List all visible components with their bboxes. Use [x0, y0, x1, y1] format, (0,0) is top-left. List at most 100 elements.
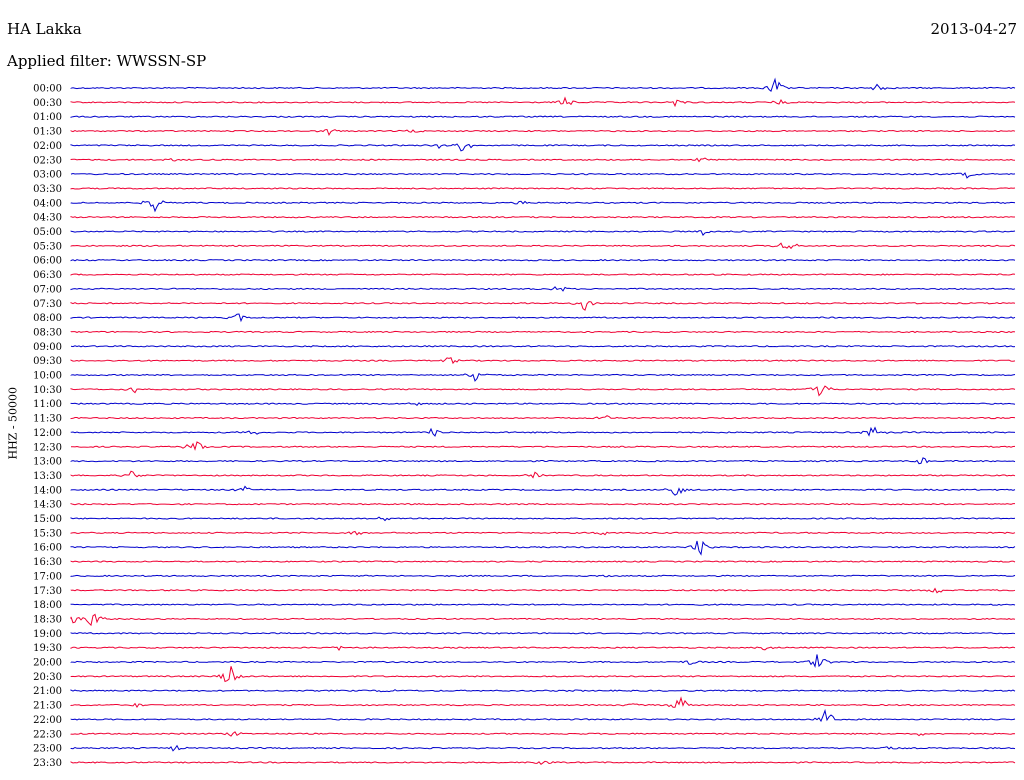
- seismic-trace: [70, 415, 1016, 420]
- row-time-label: 12:30: [33, 442, 62, 453]
- seismic-trace: [70, 96, 1016, 108]
- row-time-label: 12:00: [33, 428, 62, 439]
- seismic-trace: [70, 330, 1016, 334]
- row-time-label: 09:30: [33, 356, 62, 367]
- row-time-label: 01:30: [33, 127, 62, 138]
- row-time-label: 23:00: [33, 744, 62, 755]
- row-time-label: 13:00: [33, 457, 62, 468]
- seismic-trace: [70, 187, 1016, 190]
- row-time-label: 01:00: [33, 112, 62, 123]
- row-time-label: 22:30: [33, 729, 62, 740]
- seismic-trace: [70, 115, 1016, 118]
- row-time-label: 05:00: [33, 227, 62, 238]
- row-time-label: 18:30: [33, 614, 62, 625]
- seismic-trace: [70, 708, 1016, 723]
- seismic-trace: [70, 345, 1016, 348]
- seismic-trace: [70, 77, 1016, 92]
- seismic-trace: [70, 540, 1016, 556]
- row-time-label: 03:00: [33, 170, 62, 181]
- row-time-label: 16:30: [33, 557, 62, 568]
- seismic-trace: [70, 242, 1016, 250]
- row-time-label: 15:00: [33, 514, 62, 525]
- row-time-label: 18:00: [33, 600, 62, 611]
- row-time-label: 20:00: [33, 658, 62, 669]
- seismic-trace: [70, 230, 1016, 236]
- seismic-trace: [70, 645, 1016, 652]
- row-time-label: 08:30: [33, 327, 62, 338]
- row-time-label: 03:30: [33, 184, 62, 195]
- seismic-trace: [70, 457, 1016, 465]
- row-time-label: 02:30: [33, 155, 62, 166]
- seismic-trace: [70, 372, 1016, 382]
- row-time-label: 04:00: [33, 198, 62, 209]
- seismic-trace: [70, 696, 1016, 709]
- seismic-trace: [70, 503, 1015, 506]
- seismic-trace: [70, 157, 1016, 163]
- row-time-label: 02:00: [33, 141, 62, 152]
- seismic-trace: [70, 172, 1016, 179]
- seismic-trace: [70, 143, 1016, 152]
- row-time-label: 07:00: [33, 284, 62, 295]
- seismic-trace: [71, 441, 1016, 451]
- row-time-label: 19:30: [33, 643, 62, 654]
- seismic-trace: [70, 301, 1016, 311]
- seismic-trace: [70, 357, 1016, 365]
- row-time-label: 00:00: [33, 84, 62, 95]
- seismic-trace: [70, 731, 1016, 737]
- row-time-label: 14:30: [33, 500, 62, 511]
- row-time-label: 05:30: [33, 241, 62, 252]
- row-time-label: 11:30: [33, 414, 62, 425]
- seismic-trace: [70, 613, 1016, 627]
- row-time-label: 00:30: [33, 98, 62, 109]
- row-time-label: 11:00: [33, 399, 62, 410]
- seismic-trace: [70, 689, 1016, 693]
- seismic-trace: [70, 760, 1016, 765]
- date-label: 2013-04-27: [930, 20, 1017, 38]
- row-time-label: 15:30: [33, 528, 62, 539]
- seismic-trace: [70, 587, 1016, 594]
- seismic-trace: [70, 216, 1015, 219]
- row-time-label: 16:00: [33, 543, 62, 554]
- seismic-trace: [70, 385, 1016, 397]
- seismic-trace: [70, 560, 1016, 563]
- row-time-label: 13:30: [33, 471, 62, 482]
- row-time-label: 21:00: [33, 686, 62, 697]
- seismic-trace: [70, 574, 1016, 578]
- row-time-label: 10:00: [33, 371, 62, 382]
- seismic-trace: [70, 313, 1016, 323]
- station-title: HA Lakka: [7, 20, 82, 38]
- row-time-label: 23:30: [33, 758, 62, 769]
- row-time-label: 07:30: [33, 299, 62, 310]
- seismic-trace: [70, 128, 1016, 137]
- row-time-label: 09:00: [33, 342, 62, 353]
- seismic-trace: [70, 654, 1016, 668]
- row-time-label: 22:00: [33, 715, 62, 726]
- row-time-label: 14:00: [33, 485, 62, 496]
- row-time-label: 20:30: [33, 672, 62, 683]
- row-time-label: 06:00: [33, 256, 62, 267]
- row-time-label: 19:00: [33, 629, 62, 640]
- seismic-trace: [70, 485, 1016, 496]
- seismic-trace: [70, 470, 1016, 479]
- seismic-trace: [70, 744, 1016, 752]
- row-time-label: 06:30: [33, 270, 62, 281]
- seismic-trace: [70, 530, 1016, 536]
- seismic-trace: [70, 402, 1016, 406]
- seismic-trace: [70, 666, 1015, 683]
- row-time-label: 21:30: [33, 701, 62, 712]
- filter-label: Applied filter: WWSSN-SP: [7, 52, 207, 70]
- row-time-label: 17:00: [33, 571, 62, 582]
- row-time-label: 17:30: [33, 586, 62, 597]
- seismic-trace: [70, 603, 1016, 606]
- seismic-trace: [70, 273, 1016, 276]
- seismic-trace: [70, 426, 1016, 437]
- seismic-trace: [70, 286, 1016, 292]
- seismic-trace: [70, 632, 1016, 635]
- row-time-label: 08:00: [33, 313, 62, 324]
- seismic-trace: [70, 259, 1016, 262]
- seismic-trace: [70, 200, 1016, 213]
- seismic-trace: [70, 516, 1016, 522]
- row-time-label: 10:30: [33, 385, 62, 396]
- row-time-label: 04:30: [33, 213, 62, 224]
